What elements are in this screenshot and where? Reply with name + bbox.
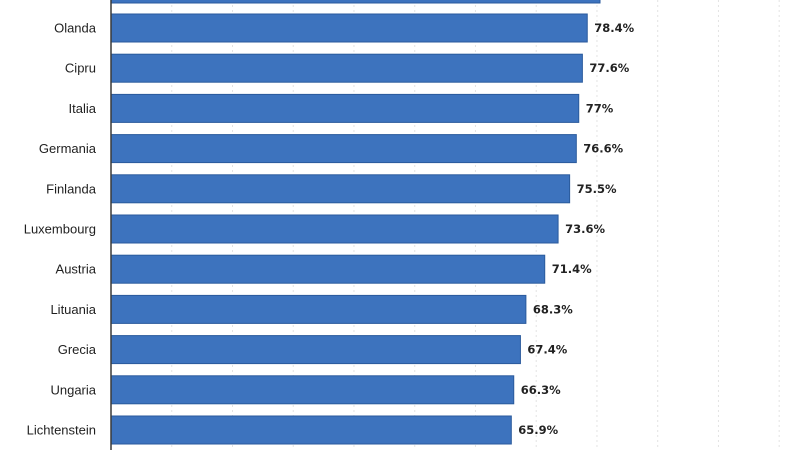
value-label: 77% <box>586 101 614 115</box>
category-label: Finlanda <box>46 181 97 196</box>
category-label: Grecia <box>58 342 97 357</box>
bar-luxembourg <box>110 214 559 244</box>
value-label: 75.5% <box>577 182 617 196</box>
bars <box>110 0 601 445</box>
category-label: Germania <box>39 141 97 156</box>
category-label: Ungaria <box>50 382 96 397</box>
bar-olanda <box>110 13 588 43</box>
value-label: 71.4% <box>552 262 592 276</box>
category-label: Italia <box>69 101 97 116</box>
bar-ungaria <box>110 375 515 405</box>
category-label: Austria <box>56 262 97 277</box>
category-label: Lichtenstein <box>27 423 96 438</box>
bar-lichtenstein <box>110 415 512 445</box>
bar-finlanda <box>110 174 571 204</box>
value-label: 77.6% <box>589 61 629 75</box>
bar-austria <box>110 254 546 284</box>
value-label: 65.9% <box>518 423 558 437</box>
value-label: 78.4% <box>594 21 634 35</box>
value-label: 66.3% <box>521 383 561 397</box>
bar-lituania <box>110 294 527 324</box>
bar-italia <box>110 93 580 123</box>
value-label: 67.4% <box>527 343 567 357</box>
value-label: 68.3% <box>533 302 573 316</box>
category-label: Cipru <box>65 61 96 76</box>
value-label: 73.6% <box>565 222 605 236</box>
labels: Olanda 78.4% Cipru 77.6% Italia 77% Germania 76… <box>24 21 635 438</box>
category-label: Olanda <box>54 21 97 36</box>
bar-partial-top <box>110 0 601 4</box>
bar-grecia <box>110 335 521 365</box>
bar-germania <box>110 134 577 164</box>
category-label: Lituania <box>50 302 96 317</box>
value-label: 76.6% <box>583 142 623 156</box>
category-label: Luxembourg <box>24 222 96 237</box>
bar-cipru <box>110 53 583 83</box>
